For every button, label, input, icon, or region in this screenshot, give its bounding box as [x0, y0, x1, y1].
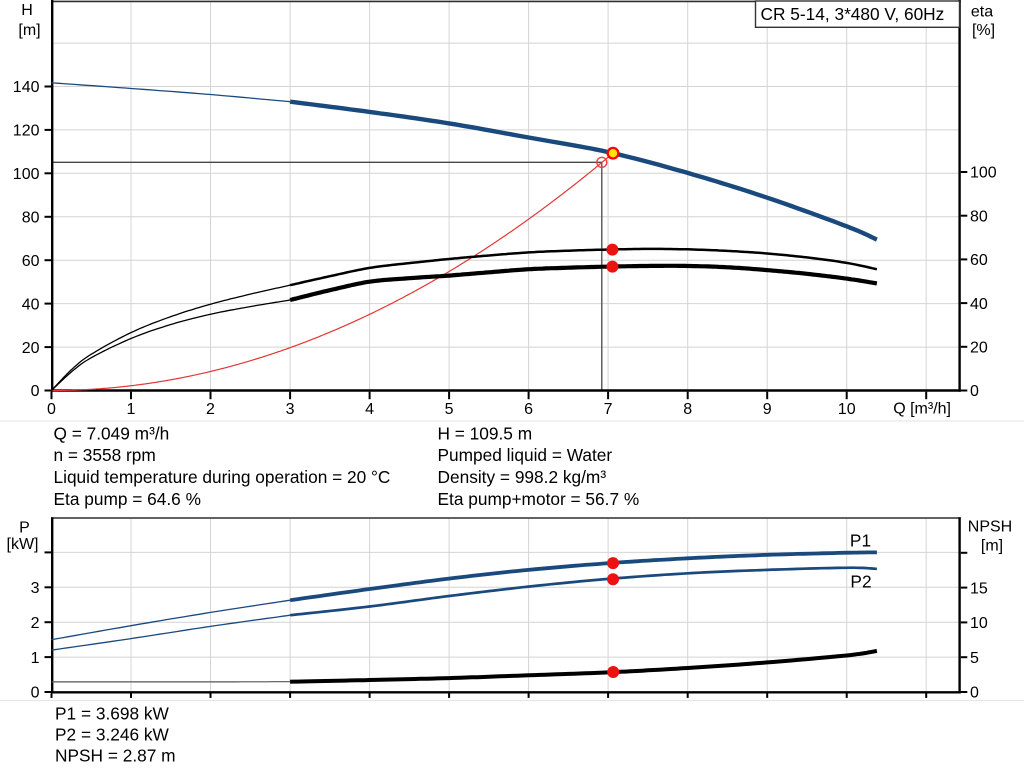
svg-text:6: 6 — [524, 401, 533, 418]
svg-text:3: 3 — [286, 401, 295, 418]
svg-text:8: 8 — [683, 401, 692, 418]
svg-text:P1 = 3.698 kW: P1 = 3.698 kW — [55, 704, 170, 724]
svg-text:Eta pump+motor = 56.7 %: Eta pump+motor = 56.7 % — [438, 489, 640, 509]
svg-text:Eta pump = 64.6 %: Eta pump = 64.6 % — [54, 489, 201, 509]
svg-text:40: 40 — [970, 296, 988, 313]
svg-text:100: 100 — [13, 166, 40, 183]
svg-text:5: 5 — [970, 650, 979, 667]
svg-text:Q = 7.049 m³/h: Q = 7.049 m³/h — [54, 423, 170, 443]
svg-text:2: 2 — [31, 615, 40, 632]
svg-text:120: 120 — [13, 123, 40, 140]
svg-text:140: 140 — [13, 79, 40, 96]
svg-text:Density = 998.2 kg/m³: Density = 998.2 kg/m³ — [438, 467, 607, 487]
svg-text:NPSH: NPSH — [968, 519, 1012, 536]
svg-text:1: 1 — [127, 401, 136, 418]
svg-text:0: 0 — [970, 685, 979, 702]
svg-text:80: 80 — [970, 208, 988, 225]
svg-text:n = 3558 rpm: n = 3558 rpm — [54, 445, 156, 465]
svg-text:20: 20 — [22, 340, 40, 357]
svg-text:P1: P1 — [850, 531, 871, 551]
svg-text:2: 2 — [206, 401, 215, 418]
svg-text:P2 = 3.246 kW: P2 = 3.246 kW — [55, 725, 170, 745]
svg-text:NPSH = 2.87 m: NPSH = 2.87 m — [55, 745, 176, 765]
svg-text:[m]: [m] — [18, 22, 40, 39]
svg-text:CR 5-14, 3*480 V, 60Hz: CR 5-14, 3*480 V, 60Hz — [761, 4, 945, 24]
svg-text:40: 40 — [22, 296, 40, 313]
svg-text:[kW]: [kW] — [7, 536, 39, 553]
svg-text:[m]: [m] — [981, 538, 1003, 555]
svg-text:Liquid temperature during oper: Liquid temperature during operation = 20… — [54, 467, 391, 487]
svg-text:1: 1 — [31, 650, 40, 667]
svg-text:7: 7 — [604, 401, 613, 418]
svg-text:15: 15 — [970, 580, 988, 597]
svg-text:9: 9 — [763, 401, 772, 418]
svg-text:0: 0 — [31, 685, 40, 702]
svg-text:60: 60 — [22, 253, 40, 270]
svg-text:0: 0 — [970, 383, 979, 400]
svg-text:10: 10 — [838, 401, 856, 418]
svg-text:Pumped liquid = Water: Pumped liquid = Water — [438, 445, 613, 465]
svg-text:P2: P2 — [850, 572, 871, 592]
svg-text:P: P — [19, 520, 30, 537]
svg-text:0: 0 — [31, 383, 40, 400]
svg-text:H: H — [21, 2, 33, 19]
svg-text:Q [m³/h]: Q [m³/h] — [893, 401, 951, 418]
svg-text:60: 60 — [970, 252, 988, 269]
svg-text:100: 100 — [970, 165, 997, 182]
svg-text:10: 10 — [970, 615, 988, 632]
svg-text:0: 0 — [47, 401, 56, 418]
svg-text:eta: eta — [971, 4, 993, 21]
svg-text:20: 20 — [970, 340, 988, 357]
svg-text:5: 5 — [445, 401, 454, 418]
svg-text:80: 80 — [22, 210, 40, 227]
svg-text:H = 109.5 m: H = 109.5 m — [438, 423, 533, 443]
svg-text:[%]: [%] — [972, 22, 995, 39]
svg-text:4: 4 — [365, 401, 374, 418]
svg-text:3: 3 — [31, 580, 40, 597]
